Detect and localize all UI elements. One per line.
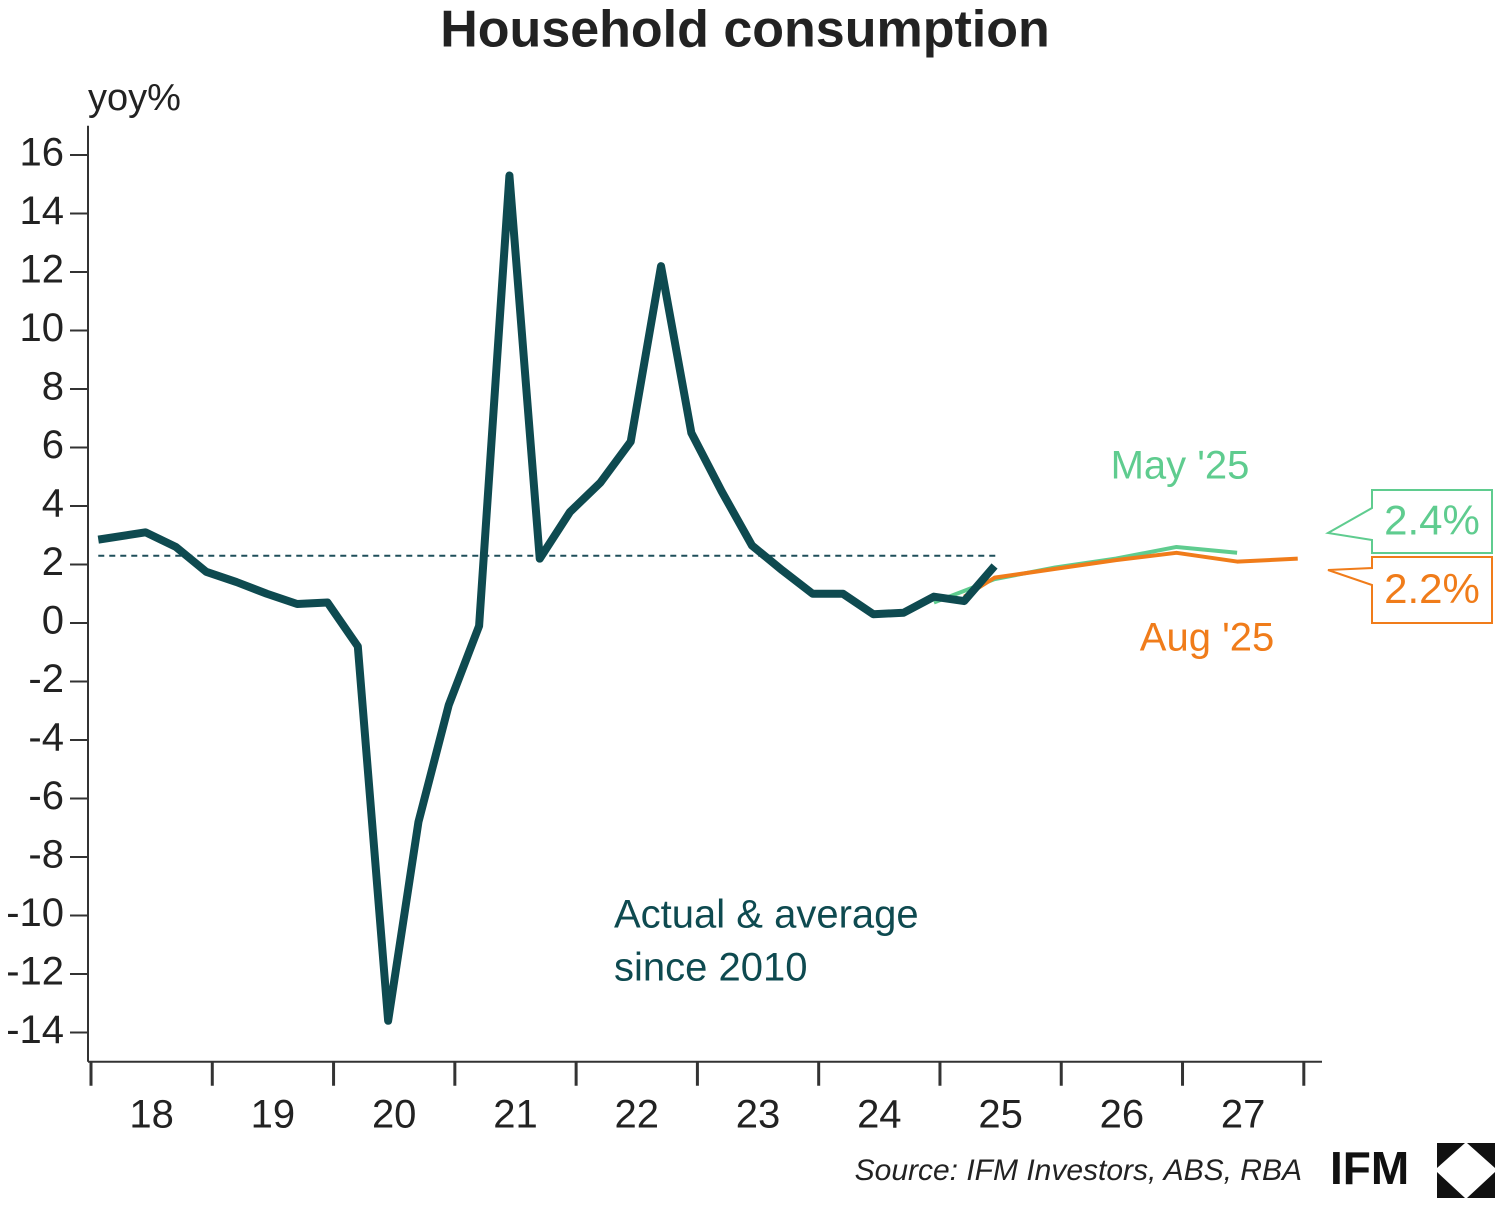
chart-title: Household consumption <box>440 1 1050 59</box>
x-tick-label: 27 <box>1221 1092 1266 1136</box>
y-tick-label: -6 <box>28 774 64 818</box>
x-tick-label: 21 <box>493 1092 538 1136</box>
y-tick-label: -14 <box>6 1008 64 1052</box>
x-tick-label: 19 <box>251 1092 296 1136</box>
y-tick-label: 8 <box>42 365 64 409</box>
y-axis-label: yoy% <box>88 77 181 119</box>
y-tick-label: -10 <box>6 891 64 935</box>
x-tick-label: 25 <box>978 1092 1023 1136</box>
callout-label: 2.4% <box>1384 497 1480 544</box>
x-tick-label: 20 <box>372 1092 417 1136</box>
callout-label: 2.2% <box>1384 565 1480 612</box>
x-tick-label: 24 <box>857 1092 902 1136</box>
y-tick-label: -2 <box>28 657 64 701</box>
y-tick-label: 14 <box>20 189 65 233</box>
annotation: Actual & average <box>614 893 919 937</box>
y-tick-label: 0 <box>42 599 64 643</box>
x-tick-label: 23 <box>736 1092 781 1136</box>
logo-icon <box>1437 1143 1495 1198</box>
x-tick-label: 22 <box>615 1092 660 1136</box>
callout-box <box>1327 556 1493 624</box>
y-tick-label: 4 <box>42 482 64 526</box>
y-tick-label: -12 <box>6 950 64 994</box>
y-tick-label: 10 <box>20 306 65 350</box>
line-series <box>97 171 998 1025</box>
annotation: since 2010 <box>614 946 807 990</box>
x-tick-label: 26 <box>1100 1092 1145 1136</box>
legend-label: Aug '25 <box>1140 616 1274 660</box>
y-tick-label: 2 <box>42 540 64 584</box>
line-series <box>963 550 1298 599</box>
x-tick-label: 18 <box>129 1092 174 1136</box>
source: Source: IFM Investors, ABS, RBA <box>855 1154 1302 1187</box>
logo-text: IFM <box>1330 1142 1409 1194</box>
legend-label: May '25 <box>1111 444 1250 488</box>
y-tick-label: -8 <box>28 833 64 877</box>
y-tick-label: 6 <box>42 423 64 467</box>
y-tick-label: -4 <box>28 716 64 760</box>
callout-box <box>1325 489 1493 554</box>
y-tick-label: 12 <box>20 248 65 292</box>
y-tick-label: 16 <box>20 131 65 175</box>
